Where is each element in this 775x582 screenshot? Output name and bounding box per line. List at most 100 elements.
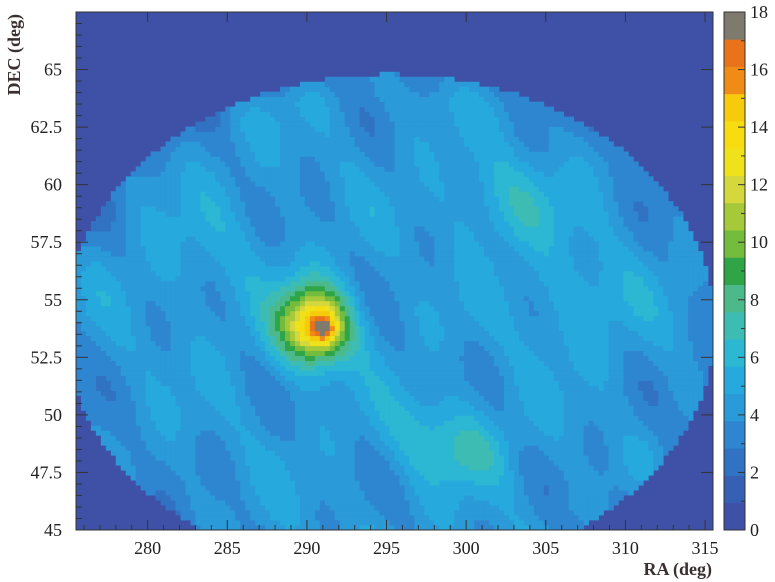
heatmap-cell: [449, 325, 455, 332]
heatmap-cell: [389, 395, 395, 401]
heatmap-cell: [220, 345, 226, 352]
heatmap-cell: [145, 355, 151, 361]
heatmap-cell: [553, 415, 560, 421]
heatmap-cell: [285, 325, 291, 332]
heatmap-cell: [548, 525, 555, 531]
heatmap-cell: [583, 315, 589, 322]
heatmap-cell: [563, 495, 570, 501]
heatmap-cell: [250, 410, 256, 416]
heatmap-cell: [424, 415, 430, 421]
heatmap-cell: [270, 460, 276, 466]
heatmap-cell: [618, 465, 624, 471]
heatmap-cell: [429, 510, 435, 516]
heatmap-cell: [384, 395, 390, 401]
heatmap-cell: [150, 405, 156, 411]
heatmap-cell: [195, 465, 201, 471]
heatmap-cell: [588, 485, 594, 491]
heatmap-cell: [444, 355, 450, 361]
heatmap-cell: [270, 485, 276, 491]
heatmap-cell: [230, 510, 236, 516]
heatmap-cell: [628, 425, 634, 431]
heatmap-cell: [285, 400, 291, 406]
heatmap-cell: [553, 340, 560, 347]
heatmap-cell: [628, 375, 634, 381]
heatmap-cell: [359, 340, 365, 347]
heatmap-cell: [593, 405, 599, 411]
heatmap-cell: [145, 390, 151, 396]
heatmap-cell: [130, 425, 137, 431]
heatmap-cell: [698, 315, 704, 322]
heatmap-cell: [225, 385, 231, 391]
heatmap-cell: [354, 445, 361, 451]
heatmap-cell: [603, 325, 609, 332]
heatmap-cell: [454, 395, 460, 401]
heatmap-cell: [618, 325, 624, 332]
heatmap-cell: [613, 405, 619, 411]
heatmap-cell: [593, 495, 599, 501]
heatmap-cell: [110, 440, 117, 446]
heatmap-cell: [628, 430, 634, 436]
heatmap-cell: [314, 450, 321, 456]
heatmap-cell: [464, 520, 470, 526]
heatmap-cell: [419, 335, 425, 342]
heatmap-cell: [543, 440, 550, 446]
heatmap-cell: [150, 365, 156, 371]
heatmap-cell: [409, 405, 415, 411]
heatmap-cell: [484, 405, 490, 411]
heatmap-cell: [289, 380, 296, 386]
heatmap-cell: [508, 505, 515, 511]
heatmap-cell: [553, 355, 560, 361]
heatmap-cell: [160, 355, 166, 361]
heatmap-cell: [404, 365, 410, 371]
heatmap-cell: [140, 445, 147, 451]
heatmap-cell: [220, 450, 226, 456]
heatmap-cell: [230, 330, 236, 337]
heatmap-cell: [180, 485, 186, 491]
heatmap-cell: [573, 315, 579, 322]
heatmap-cell: [653, 330, 659, 337]
heatmap-cell: [369, 345, 375, 352]
heatmap-cell: [648, 450, 654, 456]
heatmap-cell: [180, 450, 186, 456]
heatmap-cell: [693, 335, 699, 342]
heatmap-cell: [454, 380, 460, 386]
heatmap-cell: [533, 420, 540, 426]
heatmap-cell: [190, 460, 196, 466]
heatmap-cell: [95, 430, 102, 436]
heatmap-cell: [170, 500, 176, 506]
heatmap-cell: [160, 395, 166, 401]
heatmap-cell: [499, 490, 505, 496]
heatmap-cell: [130, 455, 137, 461]
heatmap-cell: [603, 315, 609, 322]
heatmap-cell: [434, 455, 440, 461]
heatmap-cell: [588, 365, 594, 371]
heatmap-cell: [503, 525, 510, 531]
heatmap-cell: [688, 415, 694, 421]
heatmap-cell: [100, 360, 107, 366]
heatmap-cell: [195, 375, 201, 381]
heatmap-cell: [319, 425, 326, 431]
heatmap-cell: [469, 425, 475, 431]
heatmap-cell: [533, 380, 540, 386]
heatmap-cell: [548, 485, 555, 491]
heatmap-cell: [120, 380, 127, 386]
heatmap-cell: [474, 485, 480, 491]
heatmap-cell: [200, 480, 206, 486]
heatmap-cell: [668, 435, 674, 441]
heatmap-cell: [289, 435, 296, 441]
heatmap-cell: [459, 460, 465, 466]
heatmap-cell: [359, 365, 365, 371]
heatmap-cell: [658, 400, 664, 406]
heatmap-cell: [643, 470, 649, 476]
heatmap-cell: [299, 325, 306, 332]
heatmap-cell: [379, 340, 385, 347]
heatmap-cell: [563, 320, 570, 327]
heatmap-cell: [628, 380, 634, 386]
heatmap-cell: [653, 465, 659, 471]
heatmap-cell: [434, 395, 440, 401]
heatmap-cell: [354, 410, 361, 416]
heatmap-cell: [260, 400, 266, 406]
heatmap-cell: [648, 360, 654, 366]
heatmap-cell: [265, 435, 271, 441]
heatmap-cell: [548, 400, 555, 406]
